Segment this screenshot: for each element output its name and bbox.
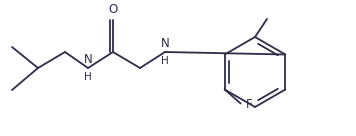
Text: H: H <box>161 56 169 66</box>
Text: N: N <box>161 37 169 50</box>
Text: O: O <box>108 3 117 16</box>
Text: H: H <box>84 72 92 82</box>
Text: N: N <box>84 53 92 66</box>
Text: F: F <box>246 98 252 111</box>
